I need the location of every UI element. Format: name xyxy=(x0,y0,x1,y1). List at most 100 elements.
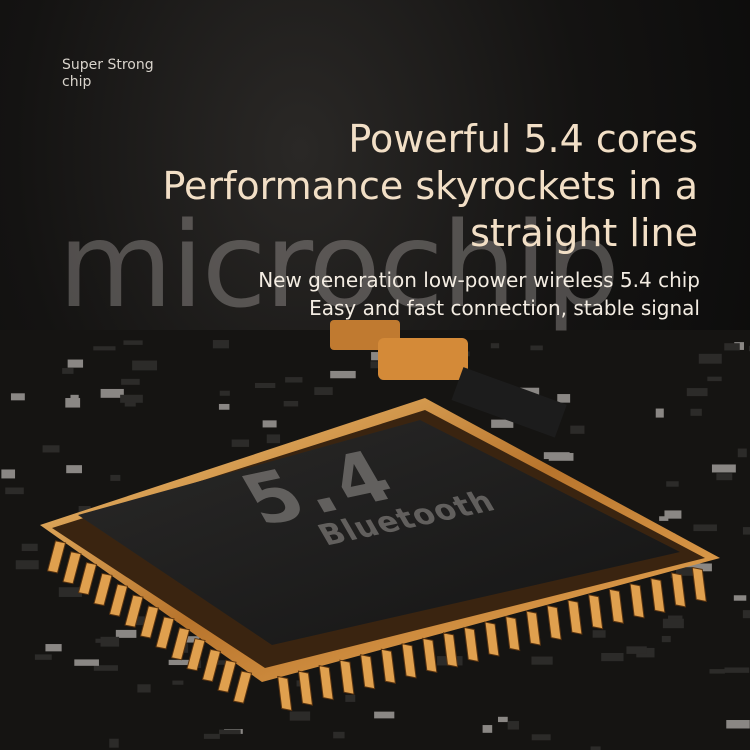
smd-component xyxy=(219,390,230,396)
smd-component xyxy=(530,345,543,351)
headline-line: Performance skyrockets in a xyxy=(162,164,698,208)
chip-pin xyxy=(463,626,479,663)
smd-component xyxy=(675,567,694,576)
smd-component xyxy=(742,527,750,535)
smd-component xyxy=(664,510,682,519)
smd-component xyxy=(283,400,299,407)
chip-pin xyxy=(588,594,604,630)
smd-component xyxy=(330,370,356,379)
smd-component xyxy=(626,646,647,654)
smd-component xyxy=(661,635,671,643)
subheadline-line: Easy and fast connection, stable signal xyxy=(309,296,700,320)
chip-pin xyxy=(567,599,583,635)
chip-pin xyxy=(360,654,376,690)
smd-component xyxy=(132,360,158,371)
smd-component xyxy=(180,636,200,643)
crystal-component xyxy=(378,338,468,380)
smd-component xyxy=(45,644,62,652)
smd-component xyxy=(168,659,190,666)
smd-component xyxy=(490,343,500,349)
smd-component xyxy=(5,487,24,495)
smd-component xyxy=(693,524,717,532)
smd-component xyxy=(1,469,16,479)
smd-component xyxy=(67,359,84,368)
smd-component xyxy=(285,377,303,383)
chip-pin xyxy=(484,621,500,657)
smd-component xyxy=(78,506,91,513)
smd-component xyxy=(262,420,277,428)
smd-component xyxy=(110,474,121,481)
smd-component xyxy=(374,711,395,719)
smd-component xyxy=(137,684,151,693)
smd-component xyxy=(172,680,184,685)
smd-component xyxy=(314,387,333,395)
smd-component xyxy=(100,388,124,398)
smd-component xyxy=(711,464,736,473)
smd-component xyxy=(254,382,276,389)
chip-top-face xyxy=(78,420,680,645)
smd-component xyxy=(507,721,519,730)
watermark-text: microchip xyxy=(58,196,620,334)
smd-component xyxy=(15,560,39,570)
smd-component xyxy=(34,654,52,660)
chip-pin xyxy=(670,572,687,608)
smd-component xyxy=(93,665,118,671)
chip-pin xyxy=(217,659,237,693)
chip-pin xyxy=(139,605,160,639)
smd-component xyxy=(120,394,143,403)
smd-component xyxy=(662,618,684,629)
smd-component xyxy=(219,729,241,735)
smd-component xyxy=(733,595,747,601)
smd-component xyxy=(698,353,722,364)
smd-component xyxy=(531,656,553,665)
smd-component xyxy=(21,543,38,552)
ic-component xyxy=(451,367,567,438)
smd-component xyxy=(203,733,220,739)
smd-component xyxy=(58,587,82,597)
eyebrow-line: Super Strong xyxy=(62,57,154,73)
smd-component xyxy=(131,616,145,626)
smd-component xyxy=(748,345,750,352)
smd-component xyxy=(266,434,281,444)
smd-component xyxy=(497,716,508,723)
headline-line: straight line xyxy=(470,211,698,255)
smd-component xyxy=(716,473,733,481)
chip-pin xyxy=(186,637,206,672)
smd-component xyxy=(70,394,79,404)
smd-component xyxy=(115,629,137,638)
chip-pin xyxy=(525,610,542,646)
smd-component xyxy=(231,439,250,447)
headline: Powerful 5.4 cores Performance skyrocket… xyxy=(162,116,698,257)
smd-component xyxy=(742,610,750,619)
smd-component xyxy=(543,452,570,460)
chip-pin xyxy=(46,540,67,574)
smd-component xyxy=(66,465,82,474)
smd-component xyxy=(592,630,606,638)
smd-component xyxy=(724,667,750,673)
smd-component xyxy=(218,403,230,410)
smd-component xyxy=(74,659,99,666)
chip-pin xyxy=(422,637,438,673)
smd-component xyxy=(737,448,747,458)
smd-component xyxy=(709,669,725,674)
smd-component xyxy=(123,340,143,345)
smd-component xyxy=(690,408,702,416)
chip-pin xyxy=(608,588,624,624)
smd-component xyxy=(213,660,234,665)
smd-component xyxy=(590,746,601,750)
chip-pin xyxy=(546,605,562,641)
smd-component xyxy=(557,394,571,403)
smd-component xyxy=(666,481,679,487)
eyebrow-label: Super Strong chip xyxy=(62,57,154,91)
smd-component xyxy=(601,653,624,662)
smd-component xyxy=(10,393,25,401)
smd-component xyxy=(121,378,140,385)
smd-component xyxy=(482,725,493,733)
smd-component xyxy=(124,400,136,407)
chip-pin xyxy=(155,616,175,650)
chip-pin xyxy=(124,594,144,628)
chip-pin xyxy=(277,675,293,712)
smd-component xyxy=(93,346,116,351)
smd-component xyxy=(212,340,229,349)
